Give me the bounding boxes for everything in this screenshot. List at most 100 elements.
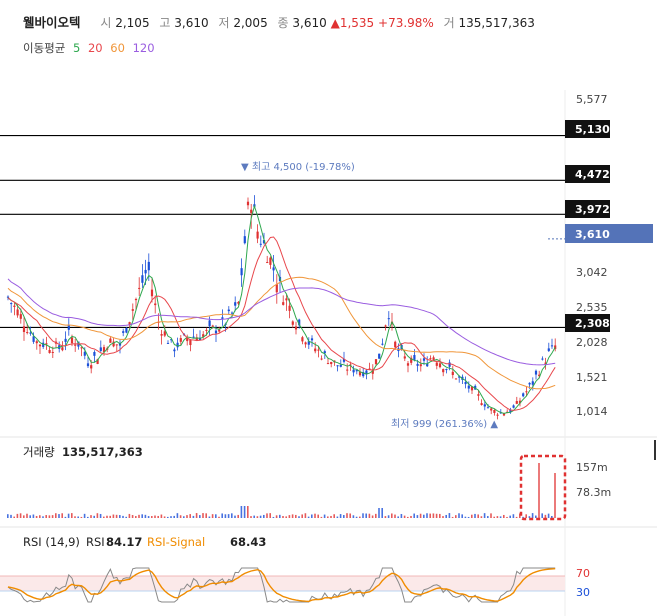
volume-bar bbox=[323, 514, 326, 518]
volume-bar bbox=[541, 513, 543, 518]
moving-average-legend[interactable]: 이동평균 5 20 60 120 bbox=[23, 40, 155, 56]
volume-bar bbox=[87, 516, 89, 518]
volume-bar bbox=[531, 513, 534, 518]
volume-bar bbox=[115, 514, 118, 518]
level-tag-3972[interactable]: 3,972 bbox=[565, 200, 610, 218]
volume-bar bbox=[352, 515, 355, 518]
volume-bar bbox=[16, 513, 19, 518]
volume-bar bbox=[307, 516, 310, 518]
volume-bar bbox=[7, 514, 9, 518]
volume-bar bbox=[368, 513, 371, 518]
candle-body bbox=[214, 330, 218, 334]
volume-bar bbox=[112, 514, 115, 518]
volume-bar bbox=[234, 515, 236, 518]
volume-bar bbox=[419, 513, 422, 518]
change-arrow-icon: ▲ bbox=[330, 16, 340, 30]
volume-bar bbox=[83, 513, 86, 518]
ma-60-line bbox=[7, 276, 556, 390]
volume-bar bbox=[42, 516, 44, 518]
volume-label: 거 bbox=[443, 16, 455, 30]
volume-bar bbox=[506, 516, 508, 518]
level-tag-2308[interactable]: 2,308 bbox=[565, 314, 610, 332]
ma-120: 120 bbox=[132, 41, 155, 55]
volume-bar bbox=[474, 513, 476, 518]
volume-bar bbox=[317, 514, 319, 518]
current-price-label: 3,610 bbox=[575, 228, 610, 241]
candle-body bbox=[16, 309, 19, 316]
volume-bar bbox=[448, 513, 451, 518]
candle-body bbox=[307, 341, 310, 345]
volume-bar bbox=[279, 514, 281, 518]
rsi-lines bbox=[7, 567, 556, 603]
candle-body bbox=[448, 362, 451, 367]
ma-legend-label: 이동평균 bbox=[23, 41, 66, 55]
volume-bar bbox=[522, 516, 524, 518]
volume-pane-value: 135,517,363 bbox=[62, 445, 143, 459]
volume-bar bbox=[205, 513, 207, 518]
candle-body bbox=[493, 409, 496, 413]
volume-bar bbox=[263, 514, 265, 518]
volume-bar bbox=[381, 508, 383, 518]
candle-body bbox=[490, 408, 493, 411]
current-price-tag[interactable]: 3,610 bbox=[565, 224, 653, 243]
candle-body bbox=[477, 394, 480, 396]
candle-body bbox=[45, 343, 48, 345]
volume-bar bbox=[471, 514, 473, 518]
volume-bar bbox=[224, 514, 227, 518]
candle-body bbox=[426, 363, 429, 367]
volume-bar bbox=[32, 514, 35, 518]
candle-body bbox=[512, 405, 515, 408]
level-tag-5130[interactable]: 5,130 bbox=[565, 120, 610, 138]
volume-bar bbox=[163, 516, 166, 518]
volume-bar bbox=[339, 514, 342, 518]
volume-bar bbox=[154, 515, 156, 518]
high-label: 고 bbox=[159, 16, 171, 30]
volume-bar bbox=[432, 513, 435, 518]
level-tag-label: 5,130 bbox=[575, 123, 610, 136]
candle-body bbox=[262, 240, 266, 244]
candle-body bbox=[403, 356, 406, 359]
volume-bar bbox=[61, 513, 63, 518]
volume-bar bbox=[327, 516, 329, 518]
candle-body bbox=[131, 309, 134, 311]
candle-body bbox=[51, 351, 54, 353]
candle-body bbox=[547, 348, 550, 351]
volume-bar bbox=[490, 513, 492, 518]
volume-bar bbox=[301, 514, 303, 518]
volume-bar bbox=[275, 515, 278, 518]
candle-body bbox=[122, 331, 125, 333]
volume-bars bbox=[7, 463, 556, 518]
volume-bar bbox=[202, 513, 204, 518]
volume-bar bbox=[135, 516, 137, 518]
volume-bar bbox=[128, 513, 131, 518]
candle-body bbox=[384, 325, 387, 327]
current-price-bg bbox=[565, 224, 653, 243]
volume-bar bbox=[237, 514, 239, 518]
candle-body bbox=[374, 359, 378, 365]
volume-bar bbox=[93, 515, 95, 518]
volume-bar bbox=[394, 514, 396, 518]
volume-bar bbox=[528, 516, 531, 518]
level-tag-4472[interactable]: 4,472 bbox=[565, 165, 610, 183]
candle-body bbox=[160, 334, 163, 336]
volume-tick: 78.3m bbox=[576, 486, 611, 499]
volume-bar bbox=[295, 514, 297, 518]
volume-bar bbox=[464, 516, 467, 518]
candle-body bbox=[208, 320, 211, 327]
volume-bar bbox=[320, 516, 323, 518]
volume-bar bbox=[64, 516, 67, 518]
high-annotation: ▼ 최고 4,500 (-19.78%) bbox=[241, 161, 355, 173]
change-percent: +73.98% bbox=[378, 16, 434, 30]
candle-body bbox=[154, 303, 157, 306]
candle-body bbox=[67, 325, 70, 330]
volume-bar bbox=[247, 506, 249, 518]
candle-body bbox=[70, 337, 74, 344]
volume-bar bbox=[167, 516, 169, 518]
candle-body bbox=[134, 298, 138, 301]
volume-bar bbox=[551, 515, 553, 518]
volume-bar bbox=[493, 516, 495, 518]
volume-bar bbox=[227, 514, 230, 518]
volume-bar bbox=[410, 515, 412, 518]
volume-bar bbox=[445, 514, 447, 518]
